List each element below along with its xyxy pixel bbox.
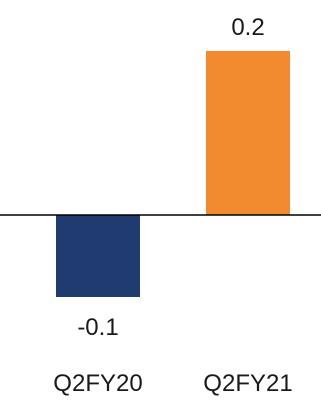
category-labels-group: Q2FY20 Q2FY21: [53, 370, 292, 397]
category-label-q2fy20: Q2FY20: [53, 370, 142, 397]
bars-group: [56, 51, 290, 297]
value-labels-group: -0.1 0.2: [77, 14, 264, 341]
category-label-q2fy21: Q2FY21: [203, 370, 292, 397]
bar-q2fy20: [56, 215, 140, 297]
value-label-q2fy21: 0.2: [231, 14, 264, 41]
value-label-q2fy20: -0.1: [77, 314, 118, 341]
bar-q2fy21: [206, 51, 290, 215]
